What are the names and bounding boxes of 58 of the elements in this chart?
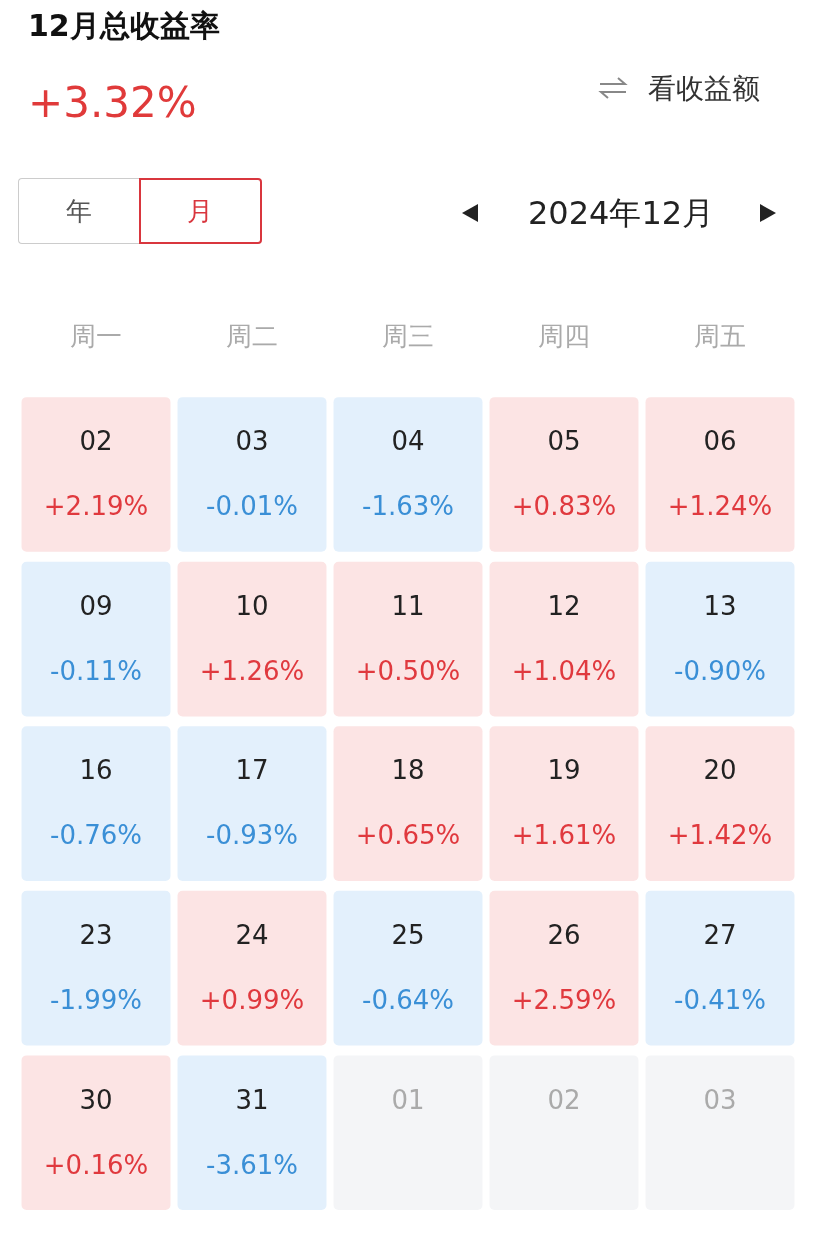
annotation: 06 (703, 426, 737, 457)
data-label: -0.64% (362, 984, 454, 1015)
x-tick-label: 周四 (538, 321, 590, 352)
data-label: +0.83% (511, 491, 617, 522)
chart-subtitle: +3.32% (28, 78, 197, 127)
annotation: 23 (79, 919, 113, 950)
data-label: +1.26% (199, 655, 305, 686)
data-label: -0.01% (206, 491, 298, 522)
annotation: 11 (391, 590, 425, 621)
text: 看收益额 (648, 71, 760, 107)
annotation: 16 (79, 755, 113, 786)
annotation: 27 (703, 919, 737, 950)
annotation: 13 (703, 590, 737, 621)
annotation: 04 (391, 426, 425, 457)
x-tick-label: 周三 (382, 321, 434, 352)
x-tick-label: 周五 (694, 321, 746, 352)
x-tick-label: 周二 (226, 321, 278, 352)
data-label: -0.11% (50, 655, 142, 686)
data-label: -3.61% (206, 1149, 298, 1180)
annotation: 02 (79, 426, 113, 457)
data-label: -1.99% (50, 984, 142, 1015)
annotation: 02 (547, 1084, 581, 1115)
data-label: +0.16% (43, 1149, 149, 1180)
annotation: 20 (703, 755, 737, 786)
data-label: +1.24% (667, 491, 773, 522)
data-label: +1.61% (511, 820, 617, 851)
chart-title: 12月总收益率 (28, 7, 220, 45)
annotation: 01 (391, 1084, 425, 1115)
annotation: 12 (547, 590, 581, 621)
text: 年 (18, 178, 139, 244)
data-label: +1.04% (511, 655, 617, 686)
x-tick-label: 周一 (70, 321, 122, 352)
data-label: +0.99% (199, 984, 305, 1015)
annotation: 30 (79, 1084, 113, 1115)
annotation: 03 (235, 426, 269, 457)
annotation: 26 (547, 919, 581, 950)
annotation: 24 (235, 919, 269, 950)
annotation: 10 (235, 590, 269, 621)
data-label: +0.50% (355, 655, 461, 686)
annotation: 31 (235, 1084, 269, 1115)
data-label: +2.59% (511, 984, 617, 1015)
annotation: 25 (391, 919, 425, 950)
annotation: 19 (547, 755, 581, 786)
annotation: 18 (391, 755, 425, 786)
data-label: +2.19% (43, 491, 149, 522)
data-label: -0.76% (50, 820, 142, 851)
data-label: -0.41% (674, 984, 766, 1015)
annotation: 05 (547, 426, 581, 457)
data-label: -0.90% (674, 655, 766, 686)
data-label: +1.42% (667, 820, 773, 851)
data-label: -1.63% (362, 491, 454, 522)
data-label: -0.93% (206, 820, 298, 851)
text: 月 (138, 178, 262, 244)
annotation: 03 (703, 1084, 737, 1115)
annotation: 09 (79, 590, 113, 621)
annotation: 17 (235, 755, 269, 786)
text: 2024年12月 (528, 193, 715, 234)
data-label: +0.65% (355, 820, 461, 851)
